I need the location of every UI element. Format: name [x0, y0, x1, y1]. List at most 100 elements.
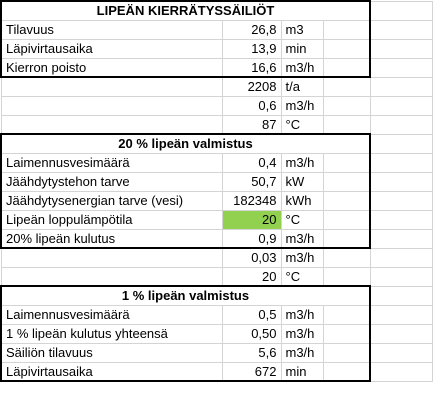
row-value[interactable]: 0,9 — [221, 228, 282, 249]
row-unit[interactable]: m3/h — [280, 228, 324, 249]
row-label[interactable]: 1 % lipeän kulutus yhteensä — [0, 323, 223, 344]
cell[interactable] — [369, 0, 433, 21]
cell[interactable] — [322, 76, 371, 97]
row-value[interactable]: 16,6 — [221, 57, 282, 78]
cell[interactable] — [369, 133, 433, 154]
row-label[interactable]: Jäähdytysenergian tarve (vesi) — [0, 190, 223, 211]
cell[interactable] — [369, 342, 433, 363]
row-unit[interactable]: kW — [280, 171, 324, 192]
row-unit[interactable]: m3/h — [280, 323, 324, 344]
cell[interactable] — [0, 114, 223, 135]
row-value[interactable]: 87 — [221, 114, 282, 135]
section2-title[interactable]: 20 % lipeän valmistus — [0, 133, 371, 154]
cell[interactable] — [322, 209, 371, 230]
row-label[interactable]: Laimennusvesimäärä — [0, 304, 223, 325]
cell[interactable] — [0, 95, 223, 116]
row-label[interactable]: Säiliön tilavuus — [0, 342, 223, 363]
cell[interactable] — [322, 171, 371, 192]
row-value[interactable]: 672 — [221, 361, 282, 382]
row-label[interactable]: Läpivirtausaika — [0, 38, 223, 59]
row-unit[interactable]: m3 — [280, 19, 324, 40]
cell[interactable] — [322, 114, 371, 135]
cell[interactable] — [369, 38, 433, 59]
cell[interactable] — [369, 228, 433, 249]
cell[interactable] — [369, 304, 433, 325]
row-unit[interactable]: min — [280, 38, 324, 59]
row-label[interactable]: Lipeän loppulämpötila — [0, 209, 223, 230]
table-row: Läpivirtausaika 13,9 min — [0, 38, 433, 59]
row-unit[interactable]: m3/h — [280, 342, 324, 363]
row-label[interactable]: Tilavuus — [0, 19, 223, 40]
cell[interactable] — [369, 285, 433, 306]
row-value[interactable]: 50,7 — [221, 171, 282, 192]
row-value[interactable]: 26,8 — [221, 19, 282, 40]
cell[interactable] — [322, 323, 371, 344]
highlighted-value-cell[interactable]: 20 — [221, 209, 282, 230]
cell[interactable] — [369, 114, 433, 135]
section3-title[interactable]: 1 % lipeän valmistus — [0, 285, 371, 306]
cell[interactable] — [369, 95, 433, 116]
row-unit[interactable]: kWh — [280, 190, 324, 211]
row-value[interactable]: 0,6 — [221, 95, 282, 116]
cell[interactable] — [322, 304, 371, 325]
row-value[interactable]: 0,5 — [221, 304, 282, 325]
table-row: Laimennusvesimäärä 0,5 m3/h — [0, 304, 433, 325]
cell[interactable] — [369, 266, 433, 287]
cell[interactable] — [322, 57, 371, 78]
row-value[interactable]: 0,03 — [221, 247, 282, 268]
cell[interactable] — [322, 266, 371, 287]
cell[interactable] — [0, 247, 223, 268]
cell[interactable] — [322, 152, 371, 173]
row-label[interactable]: 20% lipeän kulutus — [0, 228, 223, 249]
cell[interactable] — [322, 361, 371, 382]
row-value[interactable]: 0,50 — [221, 323, 282, 344]
cell[interactable] — [322, 342, 371, 363]
cell[interactable] — [369, 57, 433, 78]
row-label[interactable]: Jäähdytystehon tarve — [0, 171, 223, 192]
cell[interactable] — [369, 19, 433, 40]
row-unit[interactable]: m3/h — [280, 304, 324, 325]
cell[interactable] — [322, 95, 371, 116]
row-unit[interactable]: m3/h — [280, 57, 324, 78]
row-value[interactable]: 5,6 — [221, 342, 282, 363]
row-unit[interactable]: °C — [280, 266, 324, 287]
cell[interactable] — [369, 323, 433, 344]
section2-title-row: 20 % lipeän valmistus — [0, 133, 433, 154]
row-label[interactable]: Läpivirtausaika — [0, 361, 223, 382]
table-row: Kierron poisto 16,6 m3/h — [0, 57, 433, 78]
section1-title[interactable]: LIPEÄN KIERRÄTYSSÄILIÖT — [0, 0, 371, 21]
row-unit[interactable]: °C — [280, 114, 324, 135]
cell[interactable] — [369, 76, 433, 97]
table-row: 20 °C — [0, 266, 433, 287]
row-unit[interactable]: min — [280, 361, 324, 382]
row-value[interactable]: 0,4 — [221, 152, 282, 173]
table-row: 0,6 m3/h — [0, 95, 433, 116]
cell[interactable] — [322, 38, 371, 59]
table-row: 0,03 m3/h — [0, 247, 433, 268]
table-row: Läpivirtausaika 672 min — [0, 361, 433, 382]
cell[interactable] — [369, 209, 433, 230]
row-value[interactable]: 182348 — [221, 190, 282, 211]
row-value[interactable]: 20 — [221, 266, 282, 287]
cell[interactable] — [322, 19, 371, 40]
row-unit[interactable]: m3/h — [280, 247, 324, 268]
cell[interactable] — [322, 190, 371, 211]
cell[interactable] — [369, 247, 433, 268]
cell[interactable] — [369, 361, 433, 382]
row-unit[interactable]: m3/h — [280, 152, 324, 173]
row-unit[interactable]: m3/h — [280, 95, 324, 116]
row-label[interactable]: Laimennusvesimäärä — [0, 152, 223, 173]
cell[interactable] — [369, 152, 433, 173]
cell[interactable] — [0, 266, 223, 287]
cell[interactable] — [369, 171, 433, 192]
row-label[interactable]: Kierron poisto — [0, 57, 223, 78]
row-unit[interactable]: t/a — [280, 76, 324, 97]
row-value[interactable]: 2208 — [221, 76, 282, 97]
section3-title-row: 1 % lipeän valmistus — [0, 285, 433, 306]
cell[interactable] — [322, 247, 371, 268]
cell[interactable] — [0, 76, 223, 97]
cell[interactable] — [322, 228, 371, 249]
row-unit[interactable]: °C — [280, 209, 324, 230]
row-value[interactable]: 13,9 — [221, 38, 282, 59]
cell[interactable] — [369, 190, 433, 211]
